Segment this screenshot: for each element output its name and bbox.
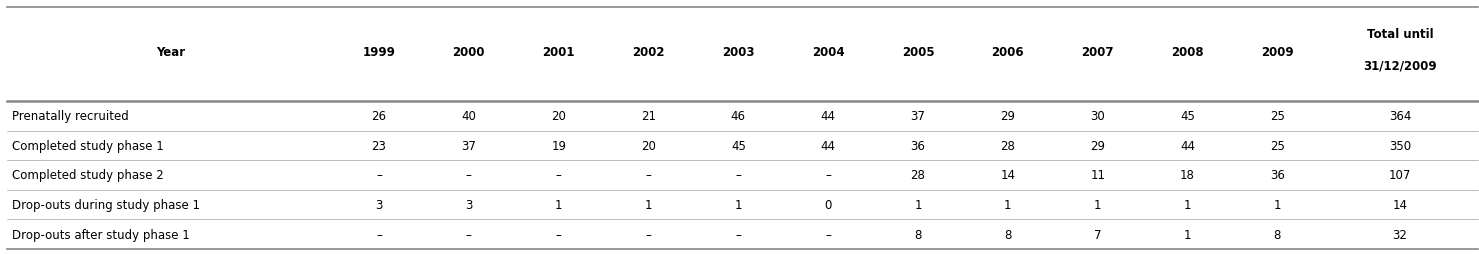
- Text: 20: 20: [552, 110, 566, 123]
- Text: –: –: [556, 169, 562, 182]
- Text: 1: 1: [914, 198, 921, 211]
- Text: 0: 0: [824, 198, 831, 211]
- Text: 2008: 2008: [1171, 46, 1204, 58]
- Text: 2003: 2003: [722, 46, 754, 58]
- Text: 8: 8: [1273, 228, 1281, 241]
- Text: 14: 14: [1392, 198, 1408, 211]
- Text: 37: 37: [911, 110, 926, 123]
- Text: 28: 28: [911, 169, 926, 182]
- Text: 23: 23: [371, 139, 386, 152]
- Text: –: –: [735, 228, 741, 241]
- Text: 3: 3: [376, 198, 383, 211]
- Text: –: –: [825, 169, 831, 182]
- Text: 19: 19: [552, 139, 566, 152]
- Text: 2009: 2009: [1262, 46, 1294, 58]
- Text: 8: 8: [914, 228, 921, 241]
- Text: 1: 1: [1183, 198, 1191, 211]
- Text: 1: 1: [1273, 198, 1281, 211]
- Text: 29: 29: [1090, 139, 1105, 152]
- Text: 44: 44: [821, 139, 836, 152]
- Text: 25: 25: [1270, 139, 1285, 152]
- Text: –: –: [466, 228, 472, 241]
- Text: Total until: Total until: [1367, 27, 1433, 40]
- Text: 364: 364: [1389, 110, 1411, 123]
- Text: –: –: [466, 169, 472, 182]
- Text: 21: 21: [640, 110, 657, 123]
- Text: 40: 40: [461, 110, 476, 123]
- Text: –: –: [735, 169, 741, 182]
- Text: 14: 14: [1000, 169, 1016, 182]
- Text: 28: 28: [1000, 139, 1016, 152]
- Text: Drop-outs during study phase 1: Drop-outs during study phase 1: [12, 198, 200, 211]
- Text: Completed study phase 1: Completed study phase 1: [12, 139, 164, 152]
- Text: 107: 107: [1389, 169, 1411, 182]
- Text: –: –: [646, 169, 651, 182]
- Text: –: –: [376, 169, 382, 182]
- Text: 18: 18: [1180, 169, 1195, 182]
- Text: 44: 44: [821, 110, 836, 123]
- Text: –: –: [646, 228, 651, 241]
- Text: 2000: 2000: [453, 46, 485, 58]
- Text: Year: Year: [157, 46, 185, 58]
- Text: 44: 44: [1180, 139, 1195, 152]
- Text: 31/12/2009: 31/12/2009: [1364, 59, 1436, 72]
- Text: Completed study phase 2: Completed study phase 2: [12, 169, 164, 182]
- Text: Prenatally recruited: Prenatally recruited: [12, 110, 129, 123]
- Text: 46: 46: [731, 110, 745, 123]
- Text: 36: 36: [1270, 169, 1285, 182]
- Text: –: –: [825, 228, 831, 241]
- Text: 3: 3: [466, 198, 472, 211]
- Text: 26: 26: [371, 110, 386, 123]
- Text: 1: 1: [555, 198, 562, 211]
- Text: 29: 29: [1000, 110, 1016, 123]
- Text: 1: 1: [1183, 228, 1191, 241]
- Text: 30: 30: [1090, 110, 1105, 123]
- Text: 37: 37: [461, 139, 476, 152]
- Text: 1: 1: [645, 198, 652, 211]
- Text: 2006: 2006: [991, 46, 1025, 58]
- Text: –: –: [376, 228, 382, 241]
- Text: 1: 1: [1094, 198, 1102, 211]
- Text: 45: 45: [1180, 110, 1195, 123]
- Text: Drop-outs after study phase 1: Drop-outs after study phase 1: [12, 228, 189, 241]
- Text: –: –: [556, 228, 562, 241]
- Text: 11: 11: [1090, 169, 1105, 182]
- Text: 2004: 2004: [812, 46, 845, 58]
- Text: 1999: 1999: [362, 46, 395, 58]
- Text: 1: 1: [1004, 198, 1012, 211]
- Text: 350: 350: [1389, 139, 1411, 152]
- Text: 2001: 2001: [543, 46, 575, 58]
- Text: 45: 45: [731, 139, 745, 152]
- Text: 1: 1: [735, 198, 742, 211]
- Text: 25: 25: [1270, 110, 1285, 123]
- Text: 20: 20: [640, 139, 657, 152]
- Text: 8: 8: [1004, 228, 1012, 241]
- Text: 2005: 2005: [902, 46, 935, 58]
- Text: 7: 7: [1094, 228, 1102, 241]
- Text: 32: 32: [1393, 228, 1408, 241]
- Text: 36: 36: [911, 139, 926, 152]
- Text: 2002: 2002: [633, 46, 664, 58]
- Text: 2007: 2007: [1081, 46, 1114, 58]
